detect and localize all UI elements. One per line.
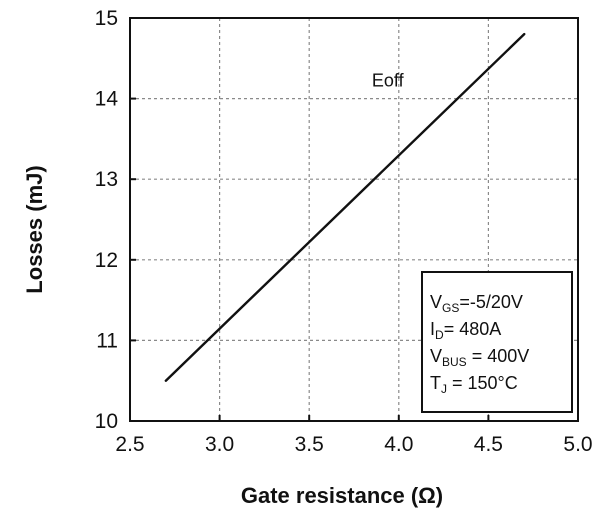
conditions-box xyxy=(421,271,573,413)
y-tick-label: 15 xyxy=(95,7,118,30)
y-tick-label: 10 xyxy=(95,410,118,433)
condition-subscript: J xyxy=(441,382,447,396)
condition-line: ID= 480A xyxy=(430,319,501,342)
x-tick-label: 4.0 xyxy=(384,433,413,456)
condition-value: =-5/20V xyxy=(459,292,523,312)
y-tick-label: 12 xyxy=(95,249,118,272)
x-axis-title: Gate resistance (Ω) xyxy=(241,483,443,508)
condition-line: VBUS = 400V xyxy=(430,346,529,369)
series-layer xyxy=(164,32,526,382)
x-tick-label: 5.0 xyxy=(563,433,592,456)
label-layer: Eoff 2.5 3.0 3.5 4.0 4.5 5.0 10 11 12 13 14 15 Gate r… xyxy=(22,7,593,508)
condition-symbol: I xyxy=(430,319,435,339)
axis-layer xyxy=(129,17,579,422)
condition-value: = 400V xyxy=(467,346,530,366)
series-line-eoff xyxy=(164,32,526,382)
y-tick-label: 13 xyxy=(95,168,118,191)
condition-symbol: T xyxy=(430,373,441,393)
y-tick-label: 14 xyxy=(95,88,119,111)
condition-line: TJ = 150°C xyxy=(430,373,518,396)
condition-symbol: V xyxy=(430,292,442,312)
condition-subscript: D xyxy=(435,328,444,342)
condition-subscript: GS xyxy=(442,301,459,315)
condition-value: = 480A xyxy=(444,319,502,339)
x-tick-label: 3.0 xyxy=(205,433,234,456)
y-axis-title: Losses (mJ) xyxy=(22,165,47,293)
x-tick-label: 4.5 xyxy=(474,433,503,456)
series-label-eoff: Eoff xyxy=(372,71,405,91)
y-tick-label: 11 xyxy=(96,329,118,352)
condition-subscript: BUS xyxy=(442,355,467,369)
condition-line: VGS=-5/20V xyxy=(430,292,523,315)
condition-symbol: V xyxy=(430,346,442,366)
x-tick-label: 2.5 xyxy=(115,433,144,456)
condition-value: = 150°C xyxy=(447,373,518,393)
x-tick-label: 3.5 xyxy=(295,433,324,456)
plot-frame xyxy=(129,17,579,422)
